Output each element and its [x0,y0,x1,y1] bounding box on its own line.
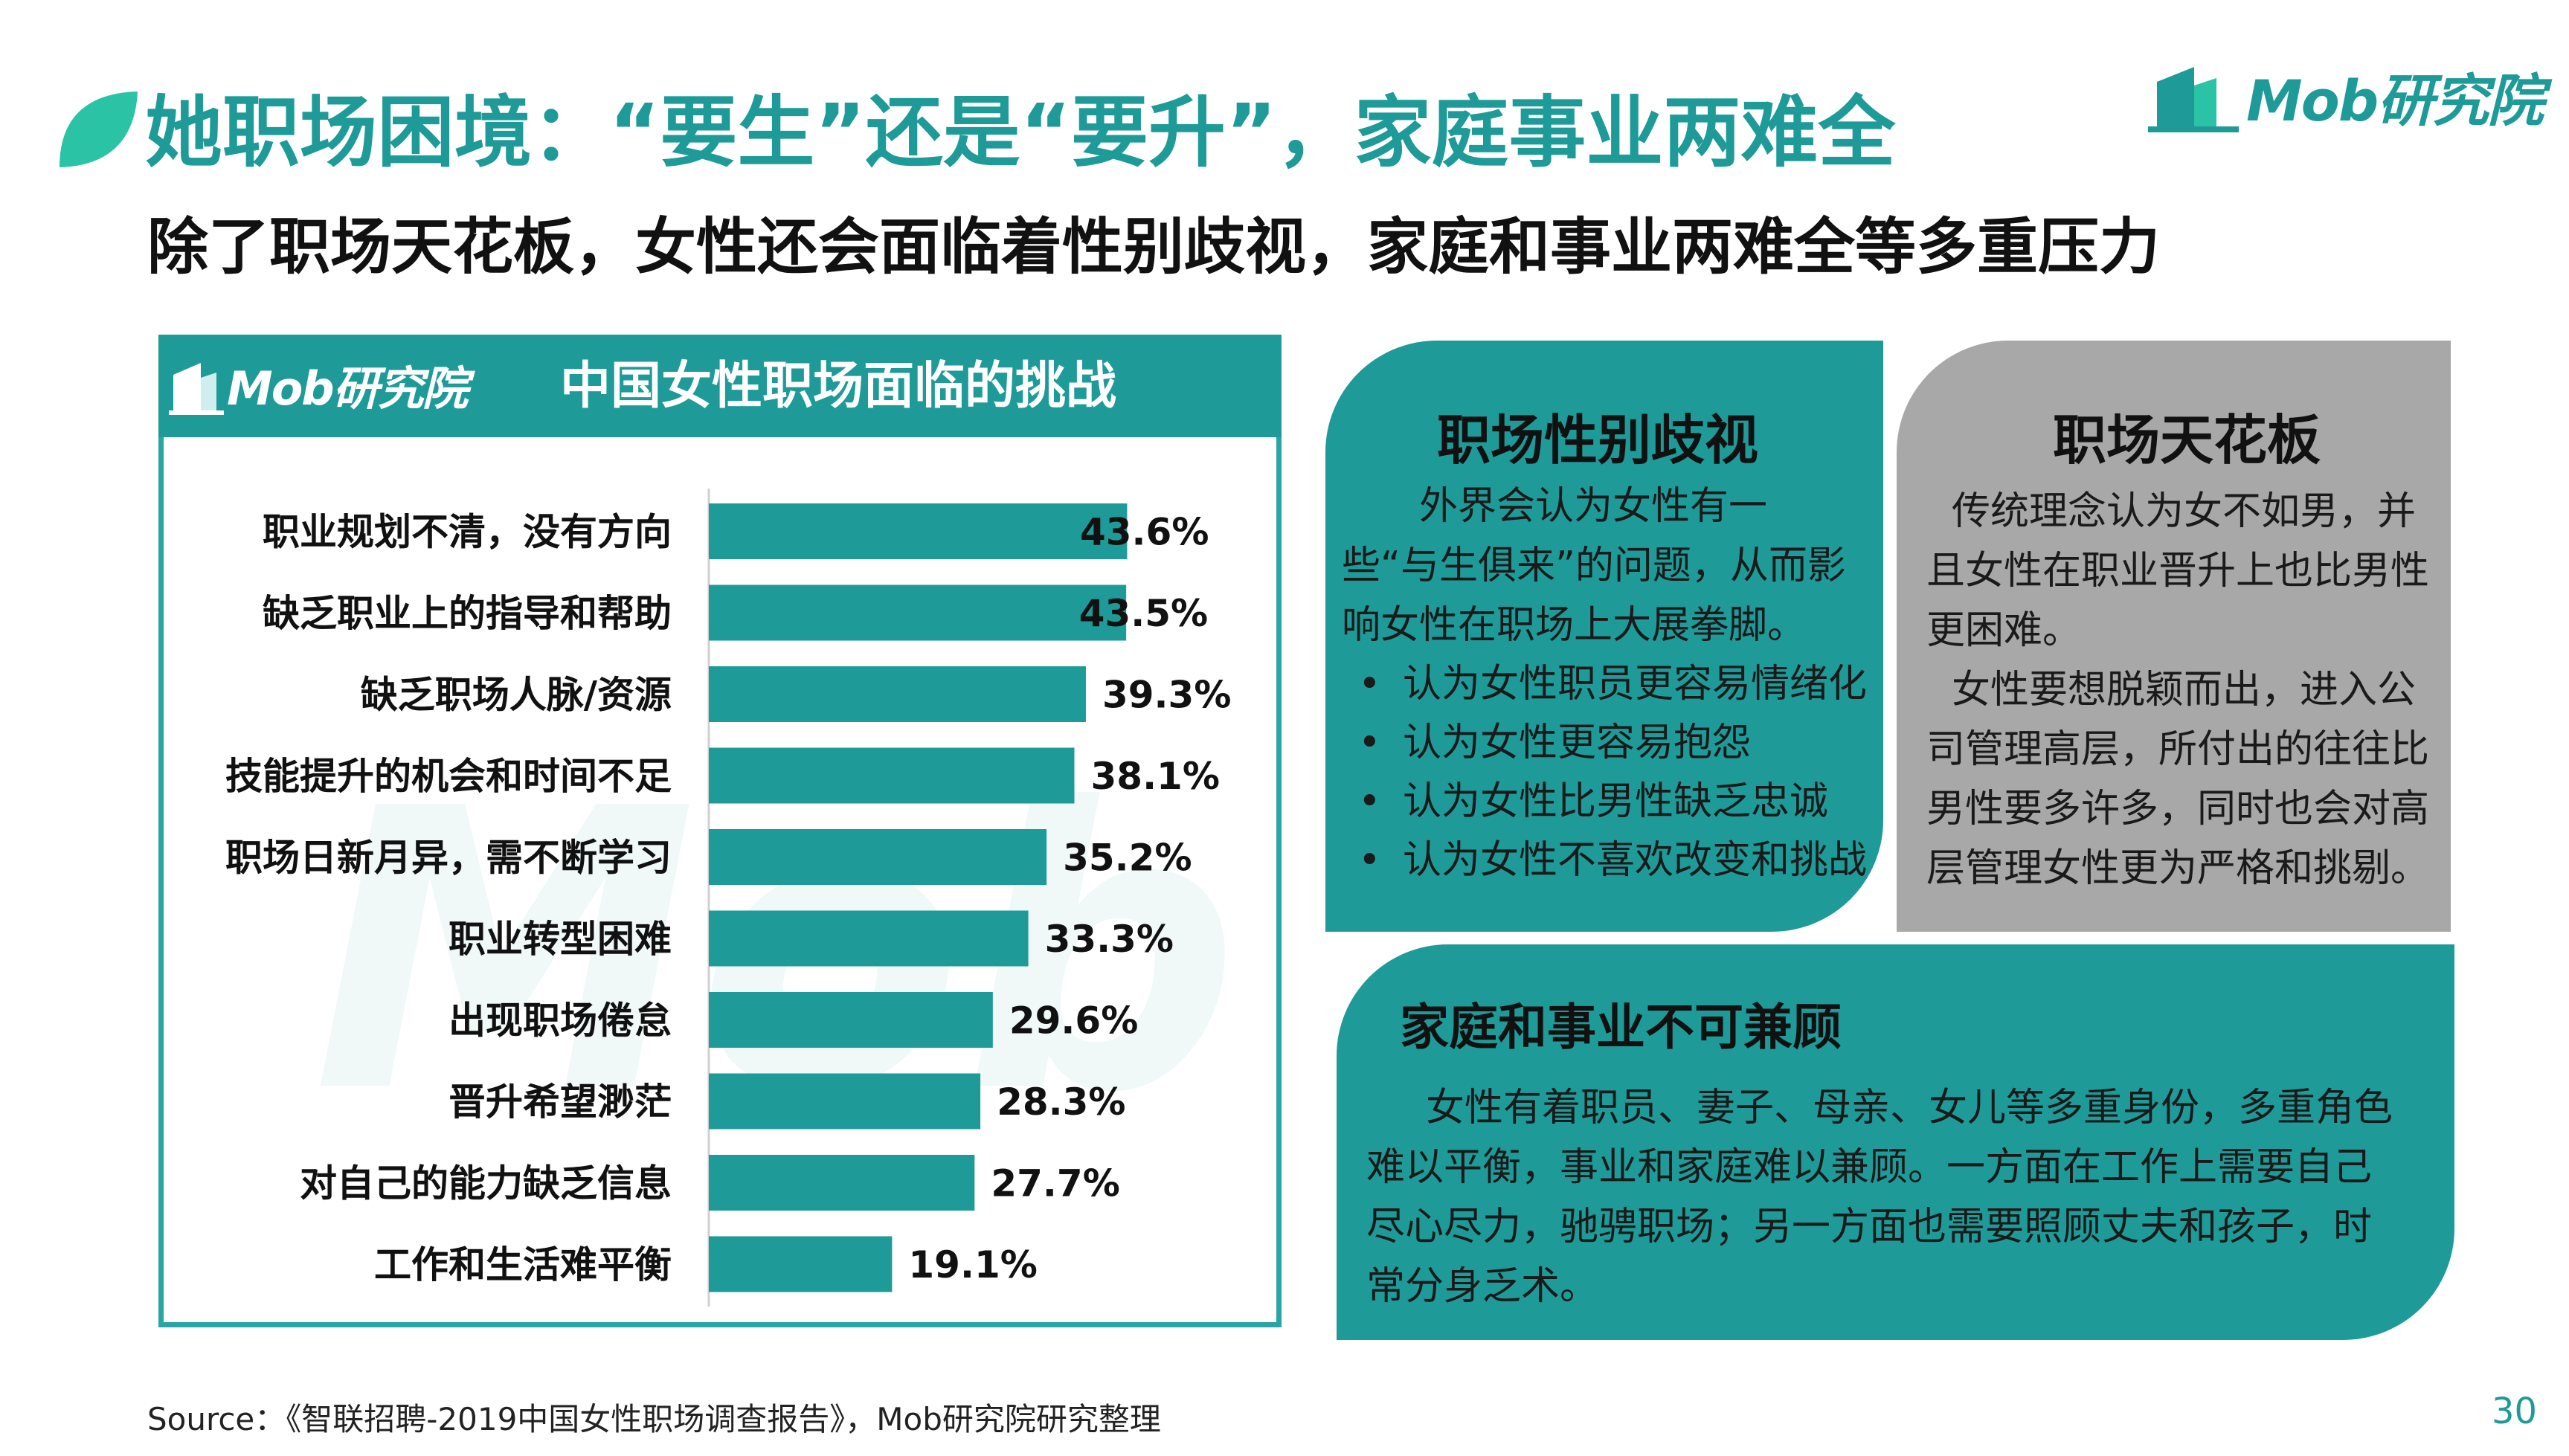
bar [709,503,1128,559]
value-label: 39.3% [1102,674,1231,717]
card-paragraph: 女性有着职员、妻子、母亲、女儿等多重身份，多重角色难以平衡，事业和家庭难以兼顾。… [1366,1086,2393,1309]
page-subtitle: 除了职场天花板，女性还会面临着性别歧视，家庭和事业两难全等多重压力 [147,212,2161,283]
chart-panel: Mob Mob研究院 中国女性职场面临的挑战 职业规划不清，没有方向43.6%缺… [158,335,1282,1327]
category-label: 晋升希望渺茫 [448,1080,672,1124]
list-item: • 认为女性比男性缺乏忠诚 [1342,773,1867,831]
brand-logo: Mob研究院 [2142,52,2559,134]
card-title: 家庭和事业不可兼顾 [1400,999,1842,1056]
card-title: 职场性别歧视 [1437,409,1759,471]
bar [709,910,1029,967]
card-intro: 外界会认为女性有一些“与生俱来”的问题，从而影响女性在职场上大展拳脚。 [1342,484,1846,648]
card-work-family-balance: 家庭和事业不可兼顾 女性有着职员、妻子、母亲、女儿等多重身份，多重角色难以平衡，… [1337,944,2454,1340]
card-gender-discrimination: 职场性别歧视 外界会认为女性有一些“与生俱来”的问题，从而影响女性在职场上大展拳… [1325,341,1883,932]
value-label: 38.1% [1090,755,1219,798]
category-label: 缺乏职场人脉/资源 [361,674,672,717]
bar [709,1236,893,1292]
card-bullet-list: • 认为女性职员更容易情绪化 • 认为女性更容易抱怨 • 认为女性比男性缺乏忠诚 • 认… [1342,655,1867,890]
bar [709,992,993,1048]
card-paragraph: 传统理念认为女不如男，并且女性在职业晋升上也比男性更困难。 [1926,489,2430,653]
value-label: 19.1% [908,1243,1037,1286]
category-label: 职业规划不清，没有方向 [263,511,672,554]
page-title: 她职场困境：“要生”还是“要升”，家庭事业两难全 [145,87,1896,178]
chart-logo-building-icon [169,363,224,415]
card-glass-ceiling: 职场天花板 传统理念认为女不如男，并且女性在职业晋升上也比男性更困难。 女性要想… [1897,341,2451,932]
value-label: 43.5% [1079,592,1208,635]
list-item: • 认为女性不喜欢改变和挑战 [1342,831,1867,890]
bullet-icon: • [1358,721,1381,765]
category-label: 工作和生活难平衡 [374,1243,672,1286]
bar [709,829,1047,885]
logo-building-icon [2148,67,2239,132]
list-item: • 认为女性更容易抱怨 [1342,714,1867,773]
card-title: 职场天花板 [2053,409,2321,471]
bar [709,747,1075,804]
bullet-icon: • [1358,662,1381,706]
value-label: 43.6% [1080,511,1209,554]
bar [709,1073,981,1130]
chart-title: 中国女性职场面临的挑战 [560,357,1117,416]
chart-logo-text: Mob研究院 [227,361,469,416]
bar [709,584,1127,641]
source-note: Source：《智联招聘-2019中国女性职场调查报告》，Mob研究院研究整理 [147,1401,1161,1437]
brand-logo-text: Mob研究院 [2246,68,2544,134]
value-label: 28.3% [997,1080,1125,1124]
category-label: 出现职场倦怠 [448,999,672,1043]
value-label: 27.7% [991,1162,1119,1205]
category-label: 缺乏职业上的指导和帮助 [263,592,672,635]
category-label: 职场日新月异，需不断学习 [225,837,672,880]
value-label: 35.2% [1063,837,1192,880]
value-label: 33.3% [1045,918,1174,961]
chart-header: Mob研究院 中国女性职场面临的挑战 [158,335,1282,437]
leaf-decoration-icon [60,91,138,167]
chart-logo: Mob研究院 [167,351,469,418]
bullet-icon: • [1358,779,1381,824]
bullet-icon: • [1358,838,1381,883]
category-label: 技能提升的机会和时间不足 [225,755,672,798]
page-number: 30 [2492,1391,2538,1432]
bar [709,666,1086,722]
value-label: 29.6% [1009,999,1138,1043]
bar-chart: 职业规划不清，没有方向 43.6% 缺乏职业上的指导和帮助 43.5% 缺乏职场人脉/资… [225,489,1231,1307]
category-label: 对自己的能力缺乏信息 [300,1162,672,1205]
category-label: 职业转型困难 [448,918,672,961]
bar [709,1155,975,1211]
card-paragraph: 女性要想脱颖而出，进入公司管理高层，所付出的往往比男性要多许多，同时也会对高层管… [1926,668,2430,891]
list-item: • 认为女性职员更容易情绪化 [1342,655,1867,714]
